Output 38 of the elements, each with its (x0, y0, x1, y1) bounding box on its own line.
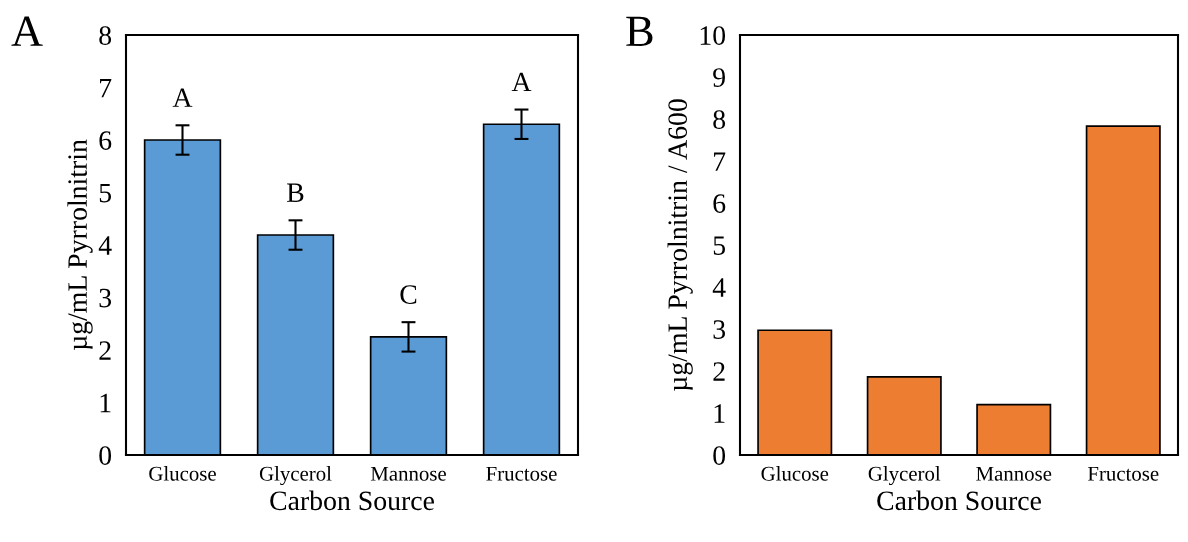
y-tick-label: 7 (714, 152, 726, 171)
x-tick-label: Mannose (976, 466, 1052, 481)
y-tick-label: 2 (99, 341, 111, 360)
y-tick-label: 5 (713, 236, 726, 255)
x-tick-label: Glycerol (259, 466, 332, 486)
y-tick-label: 6 (99, 131, 112, 150)
annotation: A (511, 72, 532, 92)
x-tick-label: Glucose (761, 466, 829, 481)
y-tick-label: 8 (99, 26, 112, 45)
x-tick-label: Glycerol (868, 466, 941, 486)
x-tick-label: Fructose (1087, 466, 1159, 481)
x-tick-label: Fructose (486, 466, 557, 481)
y-tick-label: 7 (100, 78, 112, 98)
y-tick-label: 4 (98, 236, 112, 255)
y-tick-label: 6 (713, 194, 726, 213)
x-axis-title: Carbon Source (877, 490, 1041, 511)
text: B (626, 16, 653, 46)
x-axis-title: Carbon Source (270, 490, 434, 511)
y-tick-label: 1 (100, 393, 111, 413)
y-tick-label: 2 (713, 362, 725, 381)
y-tick-label: 4 (712, 278, 726, 297)
y-tick-label: 3 (99, 288, 112, 308)
y-tick-label: 0 (713, 446, 726, 465)
y-axis-title: µg/mL Pyrrolnitrin / A600 (667, 99, 693, 391)
y-tick-label: 5 (99, 183, 112, 203)
y-tick-label: 9 (713, 68, 725, 87)
text: A (11, 16, 43, 46)
y-tick-label: 0 (99, 446, 112, 465)
annotation: C (400, 285, 417, 304)
y-tick-label: 10 (700, 26, 726, 45)
y-tick-label: 3 (713, 320, 726, 339)
annotation: B (287, 183, 304, 202)
x-tick-label: Mannose (370, 466, 446, 481)
x-tick-label: Glucose (149, 466, 216, 481)
y-tick-label: 1 (714, 404, 725, 423)
y-axis-title: µg/mL Pyrrolnitrin (67, 139, 93, 350)
y-tick-label: 8 (713, 110, 726, 129)
annotation: A (172, 88, 193, 107)
